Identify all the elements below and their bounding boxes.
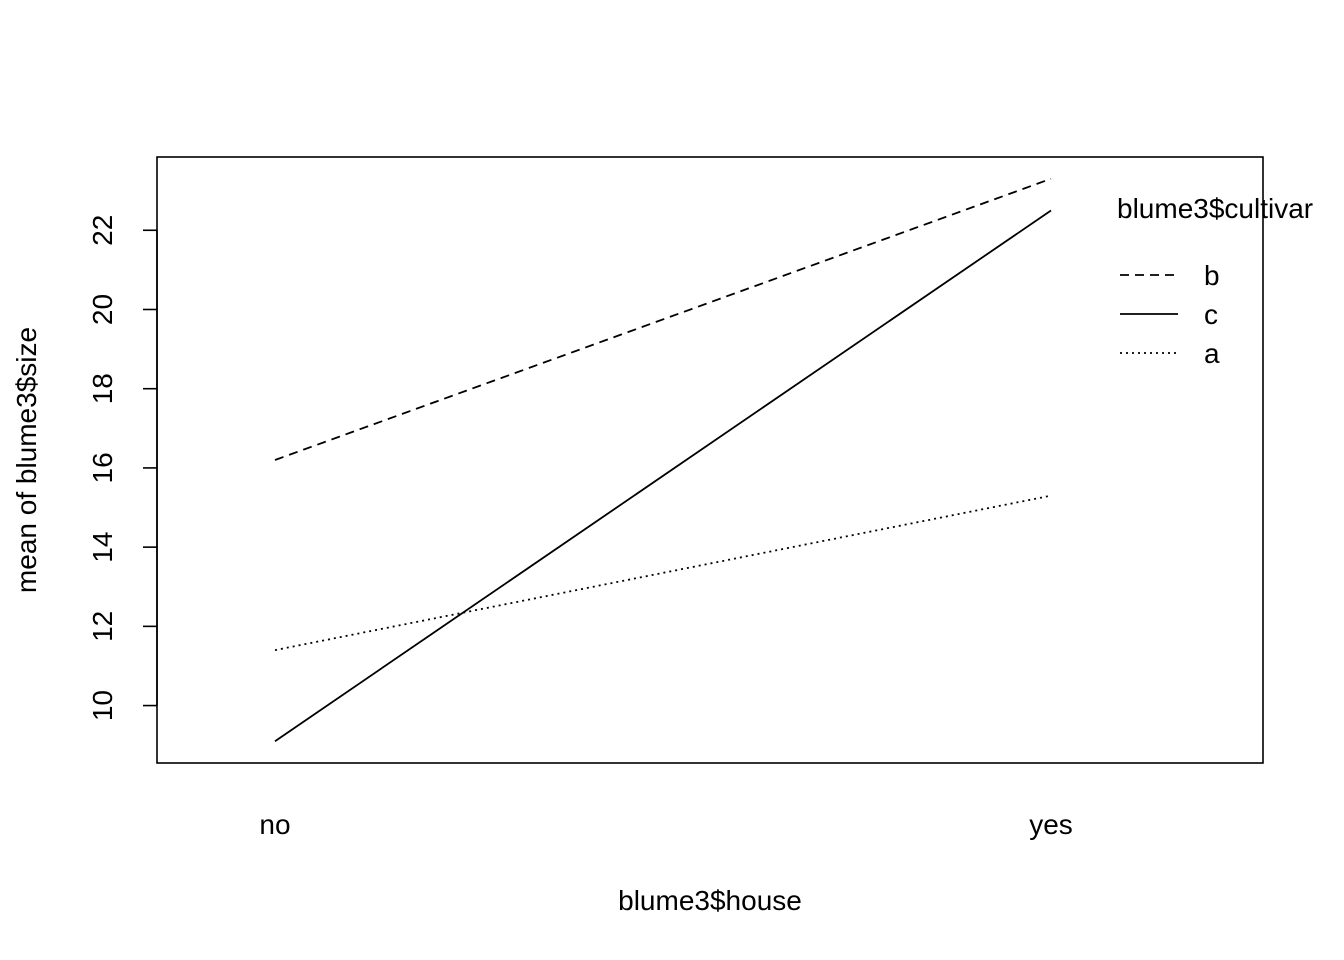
y-axis: 10 12 14 16 18 20 22: [87, 215, 158, 721]
series-line-b: [274, 177, 1052, 461]
legend-label-c: c: [1204, 299, 1218, 330]
legend: blume3$cultivar bca: [1117, 193, 1313, 369]
x-axis: no yes: [259, 809, 1072, 840]
legend-label-b: b: [1204, 260, 1220, 291]
x-axis-title: blume3$house: [618, 885, 802, 916]
y-tick-label: 10: [87, 690, 118, 721]
y-tick-label: 22: [87, 215, 118, 246]
y-tick-label: 16: [87, 452, 118, 483]
y-tick-label: 12: [87, 611, 118, 642]
x-tick-label: yes: [1029, 809, 1073, 840]
legend-label-a: a: [1204, 338, 1220, 369]
legend-title: blume3$cultivar: [1117, 193, 1313, 224]
y-tick-label: 20: [87, 294, 118, 325]
series-line-c: [274, 209, 1052, 742]
series-layer: [274, 177, 1052, 742]
x-tick-label: no: [259, 809, 290, 840]
y-tick-label: 14: [87, 532, 118, 563]
y-tick-label: 18: [87, 373, 118, 404]
series-line-a: [274, 494, 1052, 652]
y-axis-title: mean of blume3$size: [11, 327, 42, 593]
plot-frame: [156, 156, 1264, 764]
